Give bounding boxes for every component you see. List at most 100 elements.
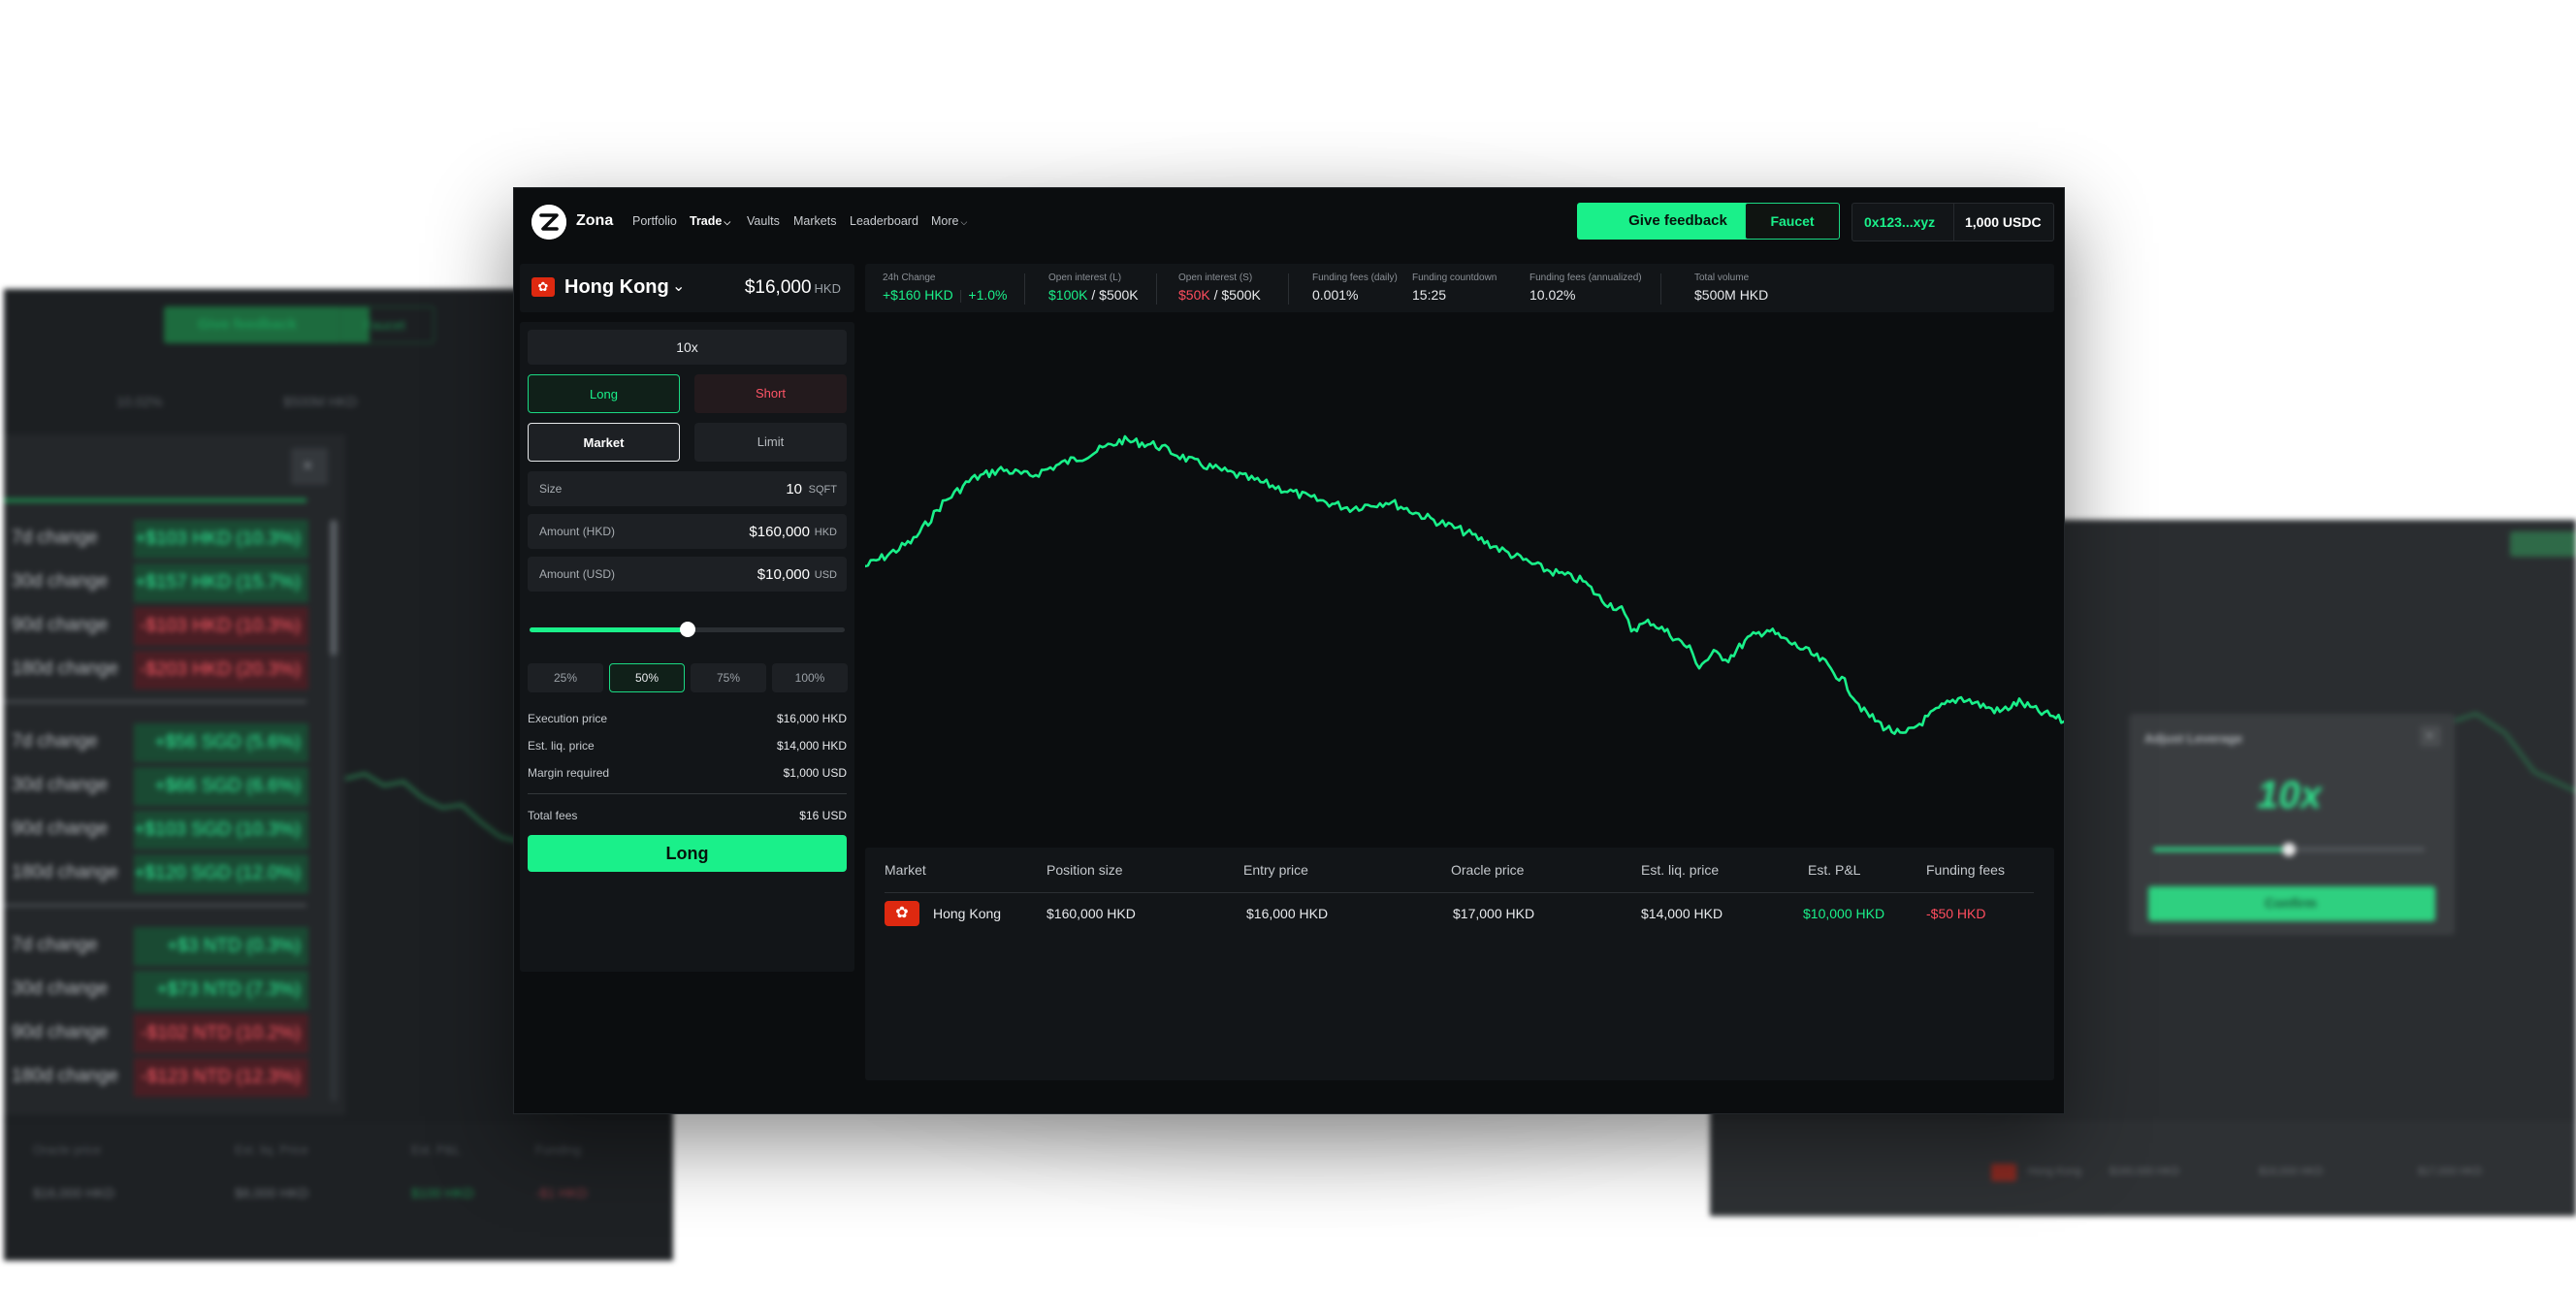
- stat-total-volume: Total volume $500M HKD: [1694, 273, 1768, 303]
- brand-name: Zona: [576, 212, 614, 229]
- bg-change-label: 180d change: [12, 658, 118, 679]
- bg-change-label: 30d change: [12, 571, 109, 592]
- bg-group-divider: [4, 904, 306, 907]
- percent-25-button[interactable]: 25%: [528, 663, 603, 692]
- row-label: Execution price: [528, 712, 608, 725]
- wallet-divider: [1953, 204, 1954, 241]
- bg-change-label: 90d change: [12, 1022, 109, 1042]
- bg-progress-line: [4, 498, 306, 502]
- bg-change-value-box: +$103 HKD (10.3%): [134, 520, 308, 559]
- bg-close-icon: ×: [303, 456, 313, 475]
- short-tab[interactable]: Short: [694, 374, 847, 413]
- chevron-down-icon: ⌵: [960, 217, 968, 227]
- row-value: $16,000 HKD: [776, 712, 847, 725]
- nav-portfolio[interactable]: Portfolio: [632, 214, 677, 228]
- long-tab[interactable]: Long: [528, 374, 680, 413]
- row-label: Est. liq. price: [528, 739, 595, 753]
- faucet-button[interactable]: Faucet: [1745, 203, 1840, 240]
- amount-hkd-input[interactable]: $160,000: [749, 524, 810, 540]
- bg-change-value-box: -$203 HKD (20.3%): [134, 651, 308, 690]
- wallet-widget[interactable]: 0x123...xyz 1,000 USDC: [1852, 203, 2054, 241]
- price-line: [863, 434, 2064, 735]
- bg-group-divider: [4, 700, 306, 703]
- amount-hkd-field[interactable]: Amount (HKD) $160,000 HKD: [528, 514, 847, 549]
- flag-glyph: ✿: [895, 905, 909, 921]
- market-order-tab[interactable]: Market: [528, 423, 680, 462]
- stat-label: Total volume: [1694, 273, 1750, 283]
- bg-td-oracle: $16,000 HKD: [33, 1185, 115, 1201]
- bg-change-value: +$103 SGD (10.3%): [134, 819, 301, 840]
- stat-funding-daily: Funding fees (daily) 0.001%: [1312, 273, 1398, 303]
- limit-order-tab[interactable]: Limit: [694, 423, 847, 462]
- bg-right-entry: $16,000 HKD: [2259, 1166, 2324, 1177]
- stat-value: 10.02%: [1530, 287, 1576, 303]
- header-position-size: Position size: [1046, 862, 1123, 878]
- row-value: $14,000 HKD: [776, 739, 847, 753]
- stat-label: 24h Change: [883, 273, 936, 283]
- hong-kong-flag-icon: ✿: [885, 901, 919, 926]
- bg-close-button: ×: [291, 448, 328, 485]
- percent-75-button[interactable]: 75%: [691, 663, 766, 692]
- amount-slider[interactable]: [530, 622, 845, 637]
- leverage-button[interactable]: 10x: [528, 330, 847, 365]
- bg-change-label: 7d change: [12, 935, 98, 955]
- chevron-down-icon: ⌵: [724, 217, 731, 227]
- slider-handle[interactable]: [679, 622, 695, 637]
- market-selector[interactable]: ✿ Hong Kong ⌄ $16,000 HKD: [520, 264, 854, 312]
- price-chart[interactable]: [863, 319, 2064, 843]
- size-field[interactable]: Size 10 SQFT: [528, 471, 847, 506]
- header-est-liq-price: Est. liq. price: [1641, 862, 1720, 878]
- chevron-down-icon[interactable]: ⌄: [672, 278, 686, 295]
- bg-stat-funding: 10.02%: [116, 394, 163, 409]
- zona-logo-icon[interactable]: [531, 205, 566, 240]
- bg-change-value: -$203 HKD (20.3%): [140, 659, 301, 680]
- bg-td-liq: $8,000 HKD: [235, 1185, 309, 1201]
- market-price: $16,000 HKD: [745, 277, 841, 299]
- wallet-address[interactable]: 0x123...xyz: [1864, 214, 1936, 230]
- bg-modal-close: ×: [2420, 725, 2441, 747]
- bg-right-size: $160,000 HKD: [2109, 1166, 2180, 1177]
- percent-50-button[interactable]: 50%: [609, 663, 685, 692]
- header-funding-fees: Funding fees: [1926, 862, 2005, 878]
- change-amount: +$160 HKD: [883, 287, 953, 303]
- header-est-pnl: Est. P&L: [1808, 862, 1861, 878]
- submit-long-button[interactable]: Long: [528, 835, 847, 872]
- oi-long-total: / $500K: [1087, 287, 1139, 303]
- market-stats-bar: 24h Change +$160 HKD | +1.0% Open interest…: [865, 264, 2054, 312]
- amount-usd-input[interactable]: $10,000: [757, 566, 810, 583]
- stat-value: $100K / $500K: [1048, 287, 1139, 303]
- bg-change-value: +$103 HKD (10.3%): [135, 529, 301, 549]
- amount-usd-field[interactable]: Amount (USD) $10,000 USD: [528, 557, 847, 592]
- nav-more[interactable]: More ⌵: [931, 214, 967, 228]
- size-input[interactable]: 10: [786, 481, 802, 497]
- change-percent: +1.0%: [968, 287, 1008, 303]
- nav-vaults[interactable]: Vaults: [747, 214, 780, 228]
- flag-glyph: ✿: [537, 279, 549, 294]
- bg-change-value-box: +$66 SGD (6.6%): [134, 767, 308, 806]
- bg-change-value: -$103 HKD (10.3%): [140, 616, 301, 636]
- row-value: $16 USD: [799, 809, 847, 822]
- bg-change-value: +$3 NTD (0.3%): [167, 936, 301, 956]
- bg-th-liq: Est. liq. Price: [235, 1142, 308, 1157]
- bg-confirm-label: Confirm: [2265, 895, 2317, 911]
- amount-usd-unit: USD: [814, 569, 837, 581]
- bg-change-label: 90d change: [12, 615, 109, 635]
- percent-100-button[interactable]: 100%: [772, 663, 848, 692]
- bg-change-value-box: +$103 SGD (10.3%): [134, 811, 308, 850]
- row-label: Total fees: [528, 809, 578, 822]
- cell-position-size: $160,000 HKD: [1046, 906, 1136, 921]
- bg-td-funding: -$1 HKD: [535, 1185, 588, 1201]
- stat-label: Funding countdown: [1412, 273, 1497, 283]
- stat-value: $500M HKD: [1694, 287, 1769, 303]
- bg-change-value-box: -$102 NTD (10.2%): [134, 1014, 308, 1053]
- bg-change-label: 180d change: [12, 862, 118, 882]
- bg-feedback-button: Give feedback: [164, 306, 370, 343]
- nav-leaderboard[interactable]: Leaderboard: [850, 214, 918, 228]
- nav-trade[interactable]: Trade ⌵: [690, 214, 730, 228]
- bg-change-modal: × 7d change +$103 HKD (10.3%) 30d change +$…: [4, 434, 345, 1115]
- bg-change-value-box: +$73 NTD (7.3%): [134, 971, 308, 1010]
- nav-markets[interactable]: Markets: [793, 214, 837, 228]
- bg-change-label: 7d change: [12, 731, 98, 752]
- bg-change-value: +$73 NTD (7.3%): [156, 979, 301, 1000]
- top-nav: Zona Portfolio Trade ⌵ Vaults Markets Lea…: [514, 188, 2064, 256]
